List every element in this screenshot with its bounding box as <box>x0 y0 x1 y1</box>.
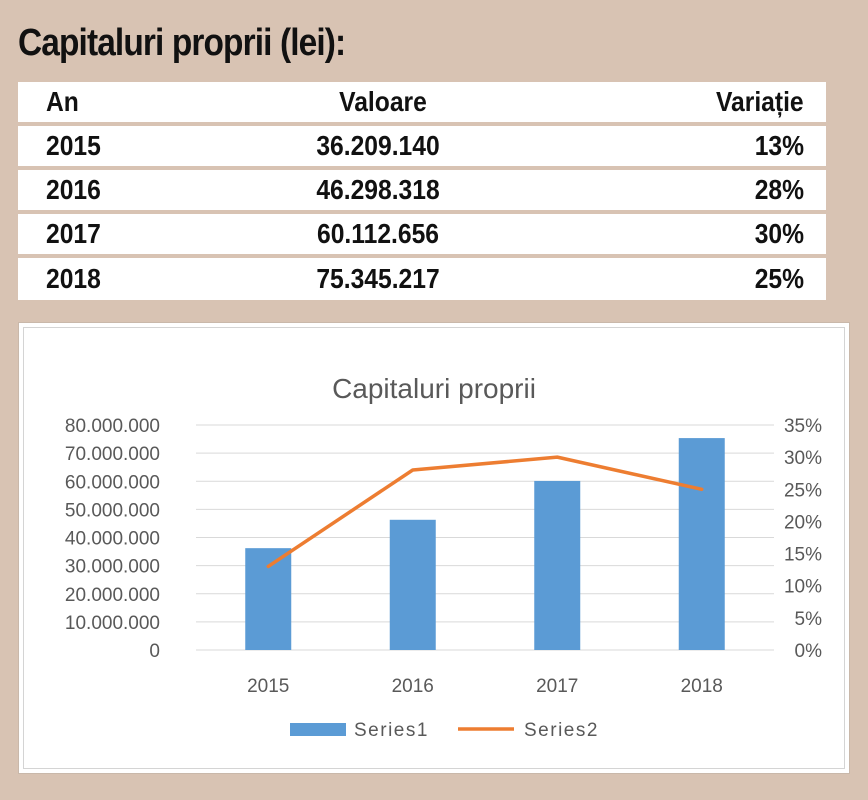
y-left-tick-label: 50.000.000 <box>65 500 160 521</box>
y-right-tick-label: 0% <box>795 641 823 662</box>
cell-value: 46.298.318 <box>316 174 440 205</box>
legend-label: Series2 <box>524 720 599 741</box>
y-right-tick-label: 35% <box>784 416 822 437</box>
y-right-tick-label: 5% <box>795 609 823 630</box>
cell-year: 2017 <box>46 218 101 249</box>
combo-chart: Capitaluri proprii 0 10.000.000 20.000.000… <box>65 373 823 741</box>
header-value: Valoare <box>339 86 427 117</box>
y-left-tick-label: 80.000.000 <box>65 416 160 437</box>
x-tick-label: 2018 <box>681 676 723 697</box>
y-right-tick-label: 25% <box>784 480 822 501</box>
table-header-row: An Valoare Variație <box>18 82 826 126</box>
x-tick-label: 2016 <box>392 676 434 697</box>
cell-year: 2015 <box>46 130 101 161</box>
x-tick-label: 2015 <box>247 676 289 697</box>
header-change: Variație <box>716 86 804 117</box>
page-title: Capitaluri proprii (lei): <box>18 22 346 64</box>
table-row: 2016 46.298.318 28% <box>18 170 826 214</box>
chart-panel: Capitaluri proprii 0 10.000.000 20.000.000… <box>18 322 850 774</box>
table-row: 2015 36.209.140 13% <box>18 126 826 170</box>
chart-title: Capitaluri proprii <box>332 373 536 404</box>
table-row: 2018 75.345.217 25% <box>18 258 826 300</box>
x-tick-label: 2017 <box>536 676 578 697</box>
cell-value: 60.112.656 <box>317 218 439 249</box>
y-right-tick-label: 20% <box>784 512 822 533</box>
y-left-tick-label: 30.000.000 <box>65 557 160 578</box>
cell-year: 2016 <box>46 174 101 205</box>
y-right-tick-label: 30% <box>784 448 822 469</box>
cell-change: 28% <box>754 174 804 205</box>
y-left-tick-label: 40.000.000 <box>65 529 160 550</box>
table-row: 2017 60.112.656 30% <box>18 214 826 258</box>
bar <box>389 519 436 650</box>
bar <box>245 548 292 650</box>
legend-label: Series1 <box>354 720 429 741</box>
y-left-tick-label: 10.000.000 <box>65 613 160 634</box>
y-left-tick-label: 60.000.000 <box>65 472 160 493</box>
y-left-tick-label: 0 <box>149 641 160 662</box>
equity-table: An Valoare Variație 2015 36.209.140 13% … <box>18 82 826 300</box>
bar <box>678 438 725 650</box>
cell-change: 25% <box>754 263 804 294</box>
cell-change: 13% <box>754 130 804 161</box>
y-left-tick-label: 20.000.000 <box>65 585 160 606</box>
cell-value: 75.345.217 <box>316 263 440 294</box>
chart-frame: Capitaluri proprii 0 10.000.000 20.000.000… <box>23 327 845 769</box>
y-left-tick-label: 70.000.000 <box>65 444 160 465</box>
y-right-tick-label: 10% <box>784 577 822 598</box>
series-line <box>266 455 704 569</box>
y-right-tick-label: 15% <box>784 545 822 566</box>
header-year: An <box>46 86 79 117</box>
legend-swatch-bar <box>290 723 346 736</box>
bar <box>534 480 581 650</box>
cell-change: 30% <box>754 218 804 249</box>
cell-value: 36.209.140 <box>316 130 440 161</box>
cell-year: 2018 <box>46 263 101 294</box>
